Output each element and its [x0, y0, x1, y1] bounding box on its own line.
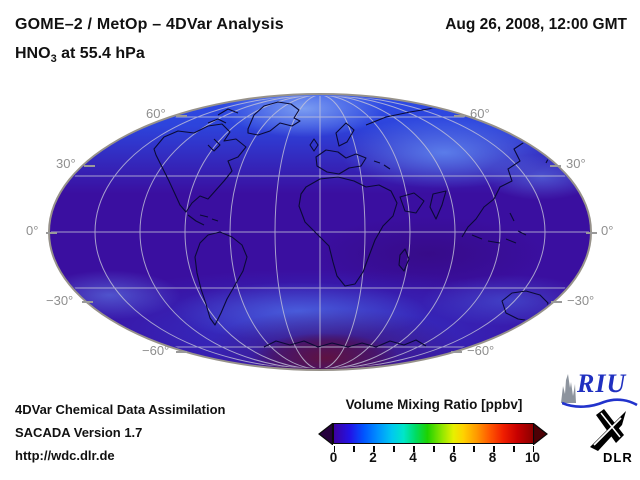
- colorbar-tick: [433, 446, 435, 452]
- lat-label-left-0: 0°: [26, 223, 39, 238]
- credit-line-2: SACADA Version 1.7: [15, 425, 143, 440]
- lat-label-right-30: 30°: [566, 156, 586, 171]
- colorbar-left-arrow: [318, 422, 333, 445]
- colorbar-tick-label: 8: [488, 450, 497, 465]
- lat-label-left-minus60: −60°: [142, 343, 170, 358]
- colorbar-tick-label: 10: [524, 450, 541, 465]
- dlr-wordmark: DLR: [603, 450, 633, 465]
- riu-swoosh-icon: [562, 398, 638, 408]
- lat-tick: [176, 351, 187, 353]
- colorbar-title: Volume Mixing Ratio [ppbv]: [345, 397, 523, 412]
- species-formula: HNO: [15, 45, 51, 62]
- dlr-emblem-icon: [590, 409, 626, 451]
- colorbar-tick: [333, 446, 335, 452]
- colorbar-tick: [393, 446, 395, 452]
- colorbar-tick: [513, 446, 515, 452]
- lat-tick: [586, 232, 597, 234]
- lat-tick: [46, 232, 57, 234]
- colorbar-tick-label: 2: [369, 450, 377, 465]
- species-subscript: 3: [50, 53, 57, 65]
- credit-line-3: http://wdc.dlr.de: [15, 448, 115, 463]
- lat-label-right-minus60: −60°: [467, 343, 495, 358]
- lat-tick: [550, 165, 561, 167]
- colorbar-tick: [493, 446, 495, 452]
- lat-tick: [82, 301, 93, 303]
- dlr-logo: DLR: [586, 409, 636, 465]
- species-pressure-level: at 55.4 hPa: [56, 45, 145, 62]
- cathedral-icon: [561, 374, 576, 403]
- lat-label-right-minus30: −30°: [567, 293, 595, 308]
- lat-tick: [451, 351, 462, 353]
- colorbar-tick: [353, 446, 355, 452]
- lat-tick: [84, 165, 95, 167]
- map-overlay: [51, 96, 589, 368]
- lat-label-left-60: 60°: [146, 106, 166, 121]
- colorbar-tick: [453, 446, 455, 452]
- credit-line-1: 4DVar Chemical Data Assimilation: [15, 402, 226, 417]
- riu-wordmark: RIU: [577, 369, 627, 398]
- colorbar-tick: [473, 446, 475, 452]
- colorbar-tick-label: 6: [449, 450, 457, 465]
- graticule: [51, 96, 589, 368]
- colorbar-tick-label: 0: [329, 450, 338, 465]
- page-title: GOME–2 / MetOp – 4DVar Analysis: [15, 16, 284, 33]
- colorbar-gradient: [332, 422, 534, 444]
- species-level-label: HNO3 at 55.4 hPa: [15, 45, 145, 65]
- lat-label-left-30: 30°: [56, 156, 76, 171]
- colorbar-right-arrow: [533, 422, 548, 445]
- lat-label-right-60: 60°: [470, 106, 490, 121]
- colorbar-tick: [373, 446, 375, 452]
- riu-logo: RIU: [560, 369, 638, 410]
- colorbar-tick: [532, 446, 534, 452]
- lat-label-right-0: 0°: [601, 223, 614, 238]
- lat-label-left-minus30: −30°: [46, 293, 74, 308]
- lat-tick: [454, 115, 465, 117]
- colorbar: Volume Mixing Ratio [ppbv] 0 2 4 6 8 10: [318, 397, 550, 469]
- observation-datetime: Aug 26, 2008, 12:00 GMT: [445, 16, 627, 33]
- lat-tick: [176, 115, 187, 117]
- world-map: [48, 93, 592, 371]
- colorbar-tick: [413, 446, 415, 452]
- lat-tick: [551, 301, 562, 303]
- coastlines-overlay: [153, 101, 573, 348]
- colorbar-tick-label: 4: [409, 450, 417, 465]
